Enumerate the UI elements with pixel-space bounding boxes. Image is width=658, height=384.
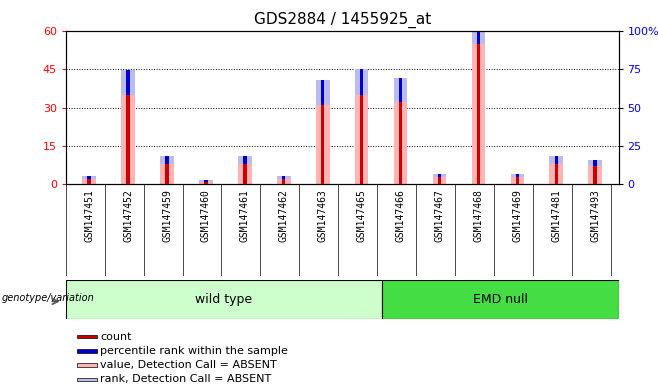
Bar [555, 164, 558, 184]
Text: GSM147468: GSM147468 [473, 189, 484, 242]
Bar [277, 176, 291, 179]
Text: genotype/variation: genotype/variation [1, 293, 94, 303]
Text: GSM147460: GSM147460 [201, 189, 211, 242]
Text: GSM147467: GSM147467 [434, 189, 444, 242]
Bar [160, 156, 174, 164]
Text: GSM147461: GSM147461 [240, 189, 250, 242]
Bar [243, 156, 247, 164]
Text: GSM147493: GSM147493 [590, 189, 600, 242]
Bar [204, 180, 208, 182]
Bar [82, 179, 96, 184]
Text: GSM147469: GSM147469 [513, 189, 522, 242]
Bar [594, 160, 597, 166]
Text: wild type: wild type [195, 293, 252, 306]
Bar [399, 78, 402, 103]
Bar [165, 156, 168, 164]
Bar [316, 105, 330, 184]
Bar [476, 43, 480, 184]
Bar [88, 176, 91, 179]
Bar [355, 69, 368, 95]
Bar [433, 177, 446, 184]
Bar [360, 95, 363, 184]
Title: GDS2884 / 1455925_at: GDS2884 / 1455925_at [253, 12, 431, 28]
Text: GSM147459: GSM147459 [162, 189, 172, 242]
Bar [438, 174, 441, 177]
Text: count: count [100, 332, 132, 342]
Text: GSM147463: GSM147463 [318, 189, 328, 242]
Bar [433, 174, 446, 177]
Bar [165, 164, 168, 184]
Bar [321, 80, 324, 105]
Text: rank, Detection Call = ABSENT: rank, Detection Call = ABSENT [100, 374, 271, 384]
Bar [555, 156, 558, 164]
Bar [516, 177, 519, 184]
Bar [588, 166, 602, 184]
Bar [77, 335, 97, 339]
Bar [126, 70, 130, 95]
Bar [472, 0, 485, 43]
Bar [549, 156, 563, 164]
Bar [77, 378, 97, 381]
Bar [438, 177, 441, 184]
Bar [588, 160, 602, 166]
Bar [516, 174, 519, 177]
Bar [121, 95, 135, 184]
Bar [82, 176, 96, 179]
Bar [511, 177, 524, 184]
Text: GSM147452: GSM147452 [123, 189, 133, 242]
FancyBboxPatch shape [66, 280, 382, 319]
Bar [77, 349, 97, 353]
Bar [594, 166, 597, 184]
Bar [472, 43, 485, 184]
Text: GSM147465: GSM147465 [357, 189, 367, 242]
Bar [316, 80, 330, 105]
FancyBboxPatch shape [382, 280, 619, 319]
Bar [204, 182, 208, 184]
Text: percentile rank within the sample: percentile rank within the sample [100, 346, 288, 356]
Bar [399, 103, 402, 184]
Bar [88, 179, 91, 184]
Text: GSM147466: GSM147466 [395, 189, 405, 242]
Bar [77, 363, 97, 367]
Bar [476, 0, 480, 43]
Bar [360, 69, 363, 95]
Text: GSM147462: GSM147462 [279, 189, 289, 242]
Bar [549, 164, 563, 184]
Bar [277, 179, 291, 184]
Bar [199, 180, 213, 182]
Bar [355, 95, 368, 184]
Bar [321, 105, 324, 184]
Bar [511, 174, 524, 177]
Text: value, Detection Call = ABSENT: value, Detection Call = ABSENT [100, 360, 277, 370]
Bar [238, 164, 251, 184]
Bar [238, 156, 251, 164]
Bar [282, 179, 286, 184]
Bar [126, 95, 130, 184]
Bar [121, 70, 135, 95]
Bar [393, 78, 407, 103]
Bar [282, 176, 286, 179]
Text: EMD null: EMD null [472, 293, 528, 306]
Bar [160, 164, 174, 184]
Bar [243, 164, 247, 184]
Bar [199, 182, 213, 184]
Bar [393, 103, 407, 184]
Text: GSM147481: GSM147481 [551, 189, 561, 242]
Text: GSM147451: GSM147451 [84, 189, 94, 242]
